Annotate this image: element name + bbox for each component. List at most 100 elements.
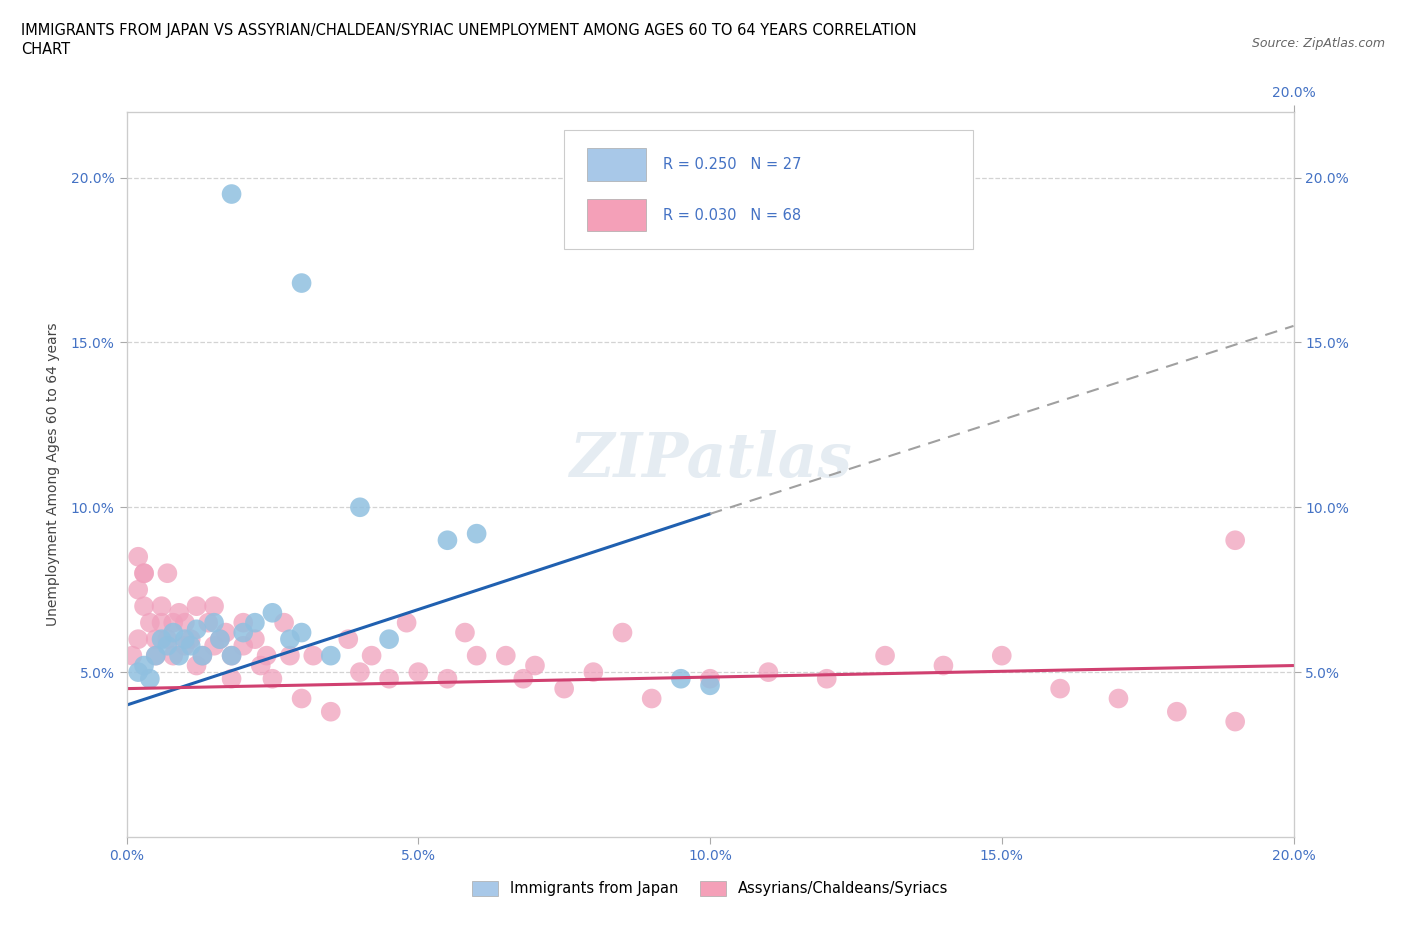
Point (186, 658, 208, 673)
Point (875, 648, 897, 663)
Point (202, 638, 225, 653)
Point (127, 582, 149, 597)
Point (756, 665, 779, 680)
Point (139, 671, 162, 686)
Point (1223, 533, 1246, 548)
Point (167, 648, 190, 663)
Bar (588, 148, 645, 180)
Point (349, 499, 371, 514)
Point (215, 625, 238, 640)
Point (278, 631, 301, 646)
Point (612, 625, 634, 640)
Point (145, 648, 167, 663)
Point (191, 648, 214, 663)
Point (162, 616, 184, 631)
Point (290, 691, 312, 706)
Point (454, 625, 477, 640)
Point (495, 648, 517, 663)
Point (1166, 704, 1188, 719)
Point (465, 648, 488, 663)
Point (349, 665, 371, 680)
Point (150, 616, 173, 631)
Point (273, 616, 295, 631)
Point (132, 565, 155, 580)
Point (202, 599, 225, 614)
Point (932, 658, 955, 673)
Point (360, 648, 382, 663)
Point (145, 631, 167, 646)
Point (186, 599, 208, 614)
Point (180, 631, 202, 646)
Point (221, 671, 243, 686)
Point (378, 631, 401, 646)
Point (395, 616, 418, 631)
Point (191, 648, 214, 663)
Point (319, 704, 342, 719)
Point (174, 616, 197, 631)
Point (208, 631, 231, 646)
Point (436, 533, 458, 548)
Point (197, 616, 219, 631)
Point (232, 638, 254, 653)
Point (243, 631, 266, 646)
Point (553, 681, 575, 696)
Text: R = 0.250   N = 27: R = 0.250 N = 27 (664, 157, 801, 172)
Point (156, 631, 179, 646)
Point (145, 648, 167, 663)
Point (524, 658, 547, 673)
Point (156, 638, 179, 653)
Point (262, 671, 284, 686)
Point (990, 648, 1012, 663)
Point (132, 565, 155, 580)
Point (127, 665, 149, 680)
Point (337, 631, 360, 646)
Point (202, 616, 225, 631)
Text: Source: ZipAtlas.com: Source: ZipAtlas.com (1251, 37, 1385, 50)
Point (174, 638, 197, 653)
Point (290, 275, 312, 290)
Y-axis label: Unemployment Among Ages 60 to 64 years: Unemployment Among Ages 60 to 64 years (46, 323, 59, 626)
Point (232, 616, 254, 631)
Point (180, 638, 202, 653)
Point (249, 658, 271, 673)
Point (162, 648, 184, 663)
Text: IMMIGRANTS FROM JAPAN VS ASSYRIAN/CHALDEAN/SYRIAC UNEMPLOYMENT AMONG AGES 60 TO : IMMIGRANTS FROM JAPAN VS ASSYRIAN/CHALDE… (21, 23, 917, 38)
Point (512, 671, 534, 686)
Point (302, 648, 325, 663)
Point (699, 678, 721, 693)
Point (132, 599, 155, 614)
Point (243, 616, 266, 631)
Text: CHART: CHART (21, 42, 70, 57)
Point (139, 616, 162, 631)
Point (186, 622, 208, 637)
Point (156, 565, 179, 580)
Point (1108, 691, 1130, 706)
Point (408, 665, 430, 680)
Point (699, 671, 721, 686)
Point (465, 526, 488, 541)
Point (1049, 681, 1071, 696)
Point (127, 631, 149, 646)
Point (319, 648, 342, 663)
Point (1223, 714, 1246, 729)
Point (290, 625, 312, 640)
FancyBboxPatch shape (564, 130, 973, 249)
Point (132, 658, 155, 673)
Legend: Immigrants from Japan, Assyrians/Chaldeans/Syriacs: Immigrants from Japan, Assyrians/Chaldea… (465, 875, 955, 902)
Point (436, 671, 458, 686)
Point (262, 605, 284, 620)
Point (221, 648, 243, 663)
Point (162, 625, 184, 640)
Point (815, 671, 838, 686)
Point (582, 665, 605, 680)
Point (150, 631, 173, 646)
Point (278, 648, 301, 663)
Point (221, 187, 243, 202)
Point (121, 648, 143, 663)
Point (378, 671, 401, 686)
Text: R = 0.030   N = 68: R = 0.030 N = 68 (664, 207, 801, 223)
Text: ZIPatlas: ZIPatlas (568, 430, 852, 490)
Point (256, 648, 278, 663)
Point (221, 648, 243, 663)
Point (208, 631, 231, 646)
